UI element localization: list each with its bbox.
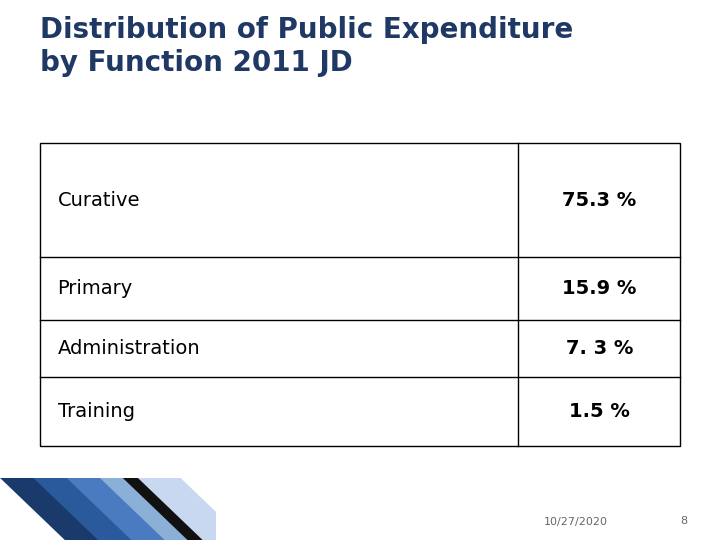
- Polygon shape: [66, 478, 179, 540]
- Polygon shape: [0, 478, 112, 540]
- Text: 8: 8: [680, 516, 688, 526]
- Polygon shape: [100, 478, 212, 540]
- Text: 75.3 %: 75.3 %: [562, 191, 636, 210]
- Bar: [40, 143, 680, 446]
- Polygon shape: [133, 478, 246, 540]
- Text: 7. 3 %: 7. 3 %: [566, 339, 633, 358]
- Text: Curative: Curative: [58, 191, 140, 210]
- Text: 15.9 %: 15.9 %: [562, 279, 636, 298]
- Polygon shape: [122, 478, 202, 540]
- Text: Primary: Primary: [58, 279, 133, 298]
- Text: 10/27/2020: 10/27/2020: [544, 516, 608, 526]
- Text: Training: Training: [58, 402, 135, 421]
- Text: 1.5 %: 1.5 %: [569, 402, 630, 421]
- Polygon shape: [33, 478, 145, 540]
- Text: Administration: Administration: [58, 339, 200, 358]
- Text: Distribution of Public Expenditure
by Function 2011 JD: Distribution of Public Expenditure by Fu…: [40, 16, 573, 77]
